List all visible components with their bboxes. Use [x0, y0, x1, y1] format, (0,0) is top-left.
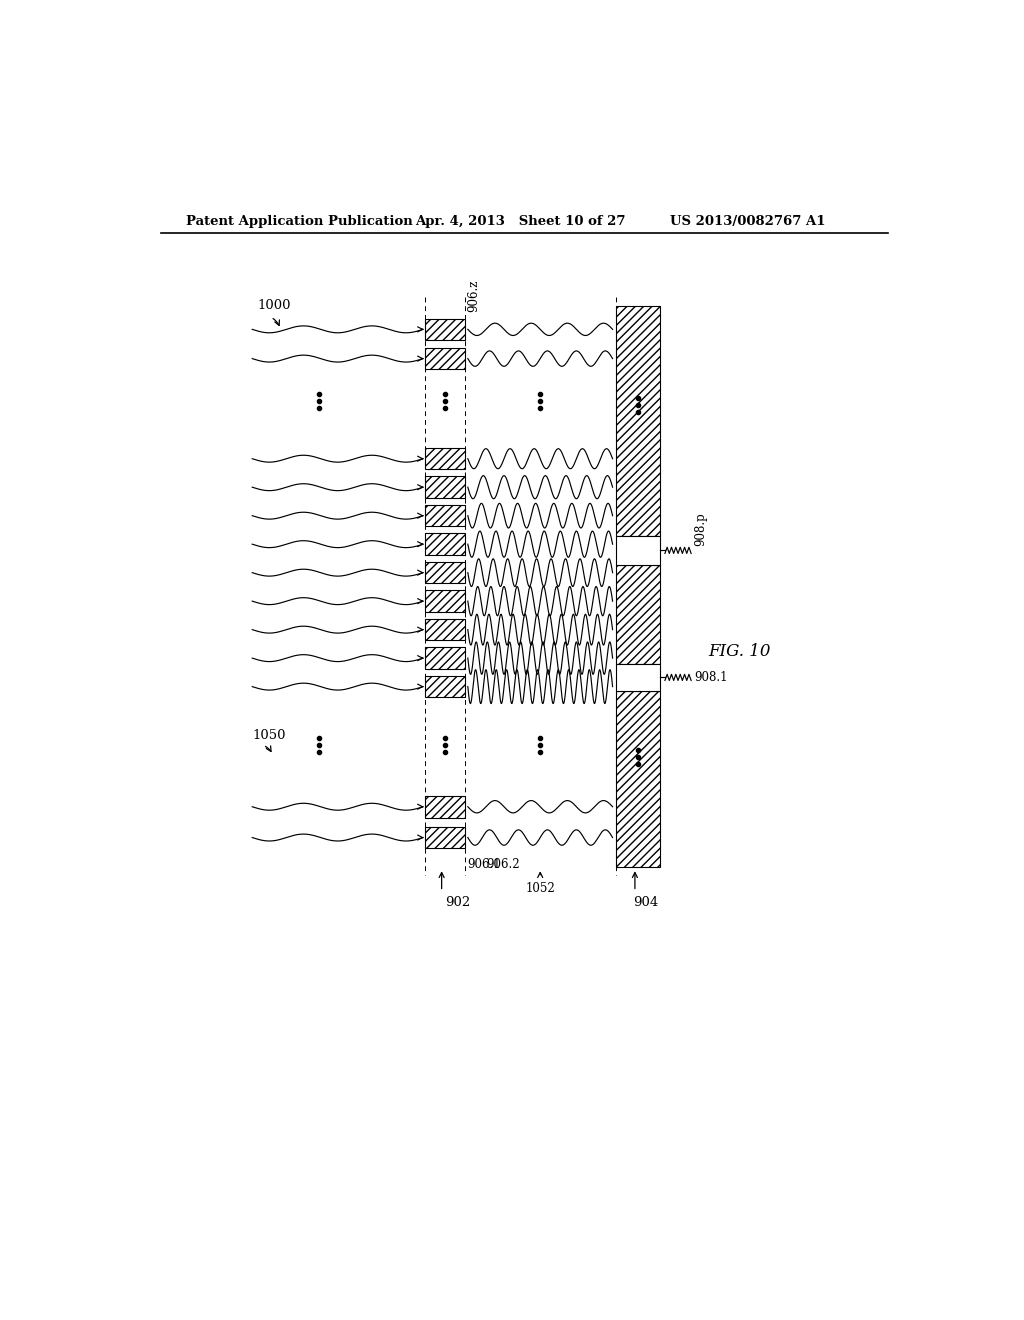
Bar: [425, 477, 465, 498]
Bar: [425, 562, 465, 583]
Bar: [425, 348, 465, 370]
Text: 906.1: 906.1: [467, 858, 501, 871]
Bar: [425, 533, 465, 554]
Bar: [425, 506, 465, 527]
Bar: [615, 664, 660, 692]
Text: US 2013/0082767 A1: US 2013/0082767 A1: [670, 215, 825, 228]
Bar: [425, 318, 465, 341]
Text: FIG. 10: FIG. 10: [708, 643, 770, 660]
Bar: [615, 306, 660, 536]
Bar: [425, 826, 465, 849]
Bar: [425, 647, 465, 669]
Text: 1052: 1052: [525, 882, 555, 895]
Bar: [425, 447, 465, 470]
Bar: [615, 692, 660, 867]
Text: 902: 902: [444, 896, 470, 909]
Text: 1050: 1050: [252, 729, 286, 742]
Bar: [425, 619, 465, 640]
Text: 904: 904: [634, 896, 658, 909]
Text: 1000: 1000: [258, 300, 291, 313]
Text: 908.1: 908.1: [694, 671, 728, 684]
Bar: [425, 590, 465, 612]
Bar: [425, 796, 465, 817]
Text: 906.2: 906.2: [486, 858, 520, 871]
Text: Patent Application Publication: Patent Application Publication: [186, 215, 413, 228]
Text: Apr. 4, 2013   Sheet 10 of 27: Apr. 4, 2013 Sheet 10 of 27: [416, 215, 626, 228]
Text: 906.z: 906.z: [467, 280, 480, 313]
Bar: [615, 536, 660, 565]
Bar: [615, 565, 660, 664]
Text: 908.p: 908.p: [694, 512, 708, 546]
Bar: [425, 676, 465, 697]
